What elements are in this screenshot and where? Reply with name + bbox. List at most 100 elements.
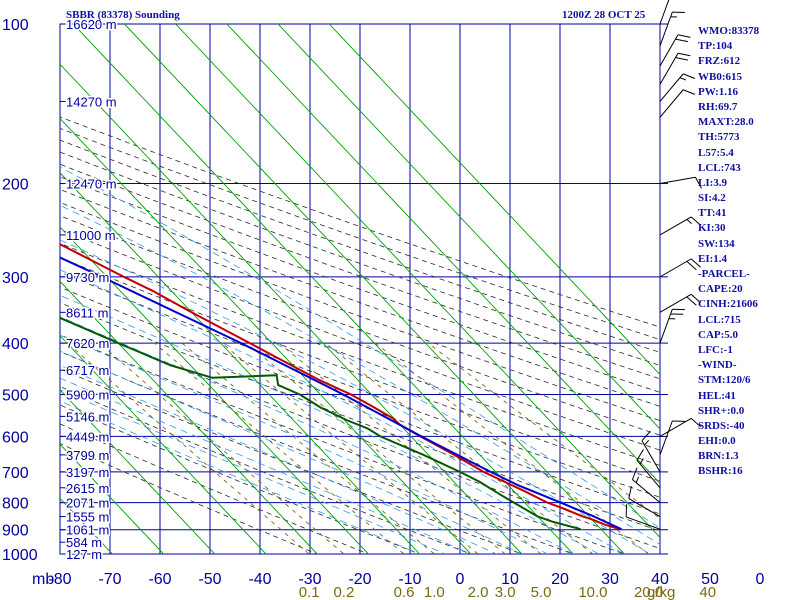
isotherm-line [60,172,421,554]
wind-barb-half-flag [679,77,686,81]
dry-adiabat-line [60,228,660,451]
isotherm-line [60,443,165,554]
height-label: 3197 m [66,465,109,480]
wind-barb [641,430,661,473]
wind-barb-flag [682,73,696,79]
height-label: 1061 m [66,523,109,538]
moist-adiabat-line [60,334,549,554]
isotherm-line [60,389,216,554]
dry-adiabats [60,116,660,554]
wind-barb-flag [628,486,632,499]
mixing-ratio-label: 20.0 [634,584,663,600]
pressure-tick-label: 100 [2,17,29,34]
wind-barb-staff [636,459,661,489]
pressure-tick-label: 800 [2,496,29,513]
mixing-ratio-line [221,342,479,554]
height-label: 3799 m [66,448,109,463]
moist-adiabat-line [60,364,498,554]
wind-barb [631,467,661,504]
index-line: SI:4.2 [698,192,726,205]
mixing-ratio-line [181,342,436,554]
mixing-ratio-line [325,342,594,554]
wind-barb-staff [626,516,661,530]
isotherm-line [60,117,472,554]
index-line: SRDS:-40 [698,419,745,432]
wind-barb-flag [641,430,651,442]
isotherm-line [72,24,574,554]
dry-adiabat-line [60,257,660,482]
height-label: 11000 m [66,228,116,243]
index-line: BSHR:16 [698,465,743,478]
wind-barb [659,420,685,456]
wind-barb-flag [686,261,697,271]
wind-barb [625,504,661,530]
pressure-tick-label: 200 [2,177,29,194]
height-label: 7620 m [66,336,109,351]
isotherm-line [123,24,626,554]
wind-barb-flag [636,449,644,461]
wind-barb-half-flag [635,476,640,483]
mixing-ratio-line [278,342,542,554]
wind-barb-flag [690,418,701,428]
temperature-tick-label: 0 [456,571,465,588]
wind-barb [659,89,696,118]
height-label: 5146 m [66,409,109,424]
mixing-ratio-lines [67,342,660,554]
wind-barb-flag [675,38,688,43]
wind-barb-staff [628,498,661,518]
wind-barb-staff [659,176,696,185]
wind-barb [636,449,661,489]
isotherm-line [60,280,318,554]
wind-barb-staff [659,309,673,344]
dry-adiabat-line [60,127,660,341]
index-line: LCL:743 [698,161,741,174]
wind-barb [659,52,691,85]
height-label: 14270 m [66,94,117,109]
moist-adiabat-line [60,239,651,554]
mixing-ratio-label: 5.0 [531,584,552,600]
index-line: BRN:1.3 [698,450,739,463]
wind-barb-flag [631,467,638,480]
index-line: LFC:-1 [698,343,733,356]
sounding-profiles [60,243,622,531]
dry-adiabat-line [60,334,626,554]
temperature-tick-label: 50 [701,571,719,588]
pressure-tick-label: 1000 [2,547,38,564]
index-line: TT:41 [698,207,727,220]
dry-adiabat-line [60,423,370,554]
wind-barbs [625,0,702,530]
mixing-ratio-label: 2.0 [468,584,489,600]
height-label: 8611 m [66,305,108,320]
index-line: KI:30 [698,222,726,235]
temperature-tick-label: -40 [248,571,271,588]
wind-barb-flag [675,57,688,61]
wind-barb [659,258,701,278]
wind-barb-staff [659,34,679,67]
skewed-isotherms [0,0,660,576]
height-label: 16620 m [66,17,117,32]
index-line: STM:120/6 [698,374,751,387]
temperature-tick-label: 20 [551,571,569,588]
index-line: FRZ:612 [698,55,741,68]
height-label: 9730 m [66,270,109,285]
index-line: PW:1.16 [698,85,739,98]
wind-barb [659,216,701,236]
wind-barb-staff [659,89,684,118]
chart-timestamp: 1200Z 28 OCT 25 [562,9,646,21]
wind-barb [659,34,691,67]
wind-barb [659,11,685,47]
pressure-tick-label: 700 [2,465,29,482]
isotherm-line [0,0,31,576]
height-label: 5900 m [66,387,109,402]
temperature-tick-label: -50 [198,571,221,588]
index-line: WB0:615 [698,70,742,83]
mixing-ratio-label: 3.0 [495,584,516,600]
isotherm-line [175,24,660,539]
wind-barb [659,176,702,189]
temperature-tick-label: -10 [398,571,421,588]
temperature-profile-line [60,243,620,531]
isotherm-line [277,24,660,430]
wind-barb-staff [659,0,670,25]
